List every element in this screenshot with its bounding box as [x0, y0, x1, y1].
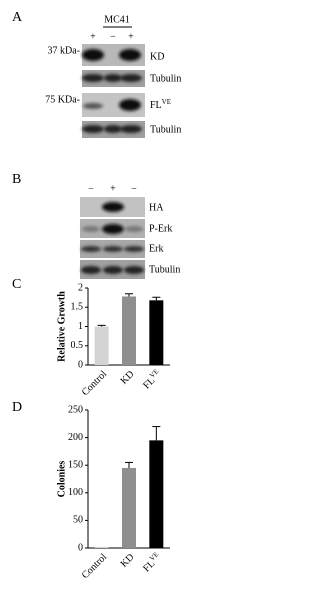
y-tick-label: 0.5: [71, 340, 84, 351]
panel-label: D: [12, 400, 22, 415]
marker: 75 KDa-: [45, 94, 80, 105]
panel-label: B: [12, 172, 21, 187]
y-tick-label: 0: [78, 542, 83, 553]
row-label: Tubulin: [149, 264, 180, 275]
cell-line: MC41: [104, 14, 130, 25]
lane-sign: +: [110, 183, 116, 194]
category: Control: [80, 552, 110, 582]
lane-sign: +: [90, 31, 96, 42]
panel-label: C: [12, 277, 21, 292]
bar: [122, 296, 136, 365]
error-bar: [97, 324, 106, 327]
x-tick-label: Control: [80, 552, 110, 582]
bar: [149, 440, 164, 548]
y-tick-label: 150: [68, 459, 83, 470]
error-bar: [152, 426, 161, 441]
panel-label: A: [12, 10, 23, 25]
error-bar: [152, 296, 161, 301]
row-label: KD: [150, 51, 164, 62]
x-tick-label: Control: [80, 369, 110, 399]
error-bar: [125, 461, 133, 468]
superscript: VE: [162, 98, 171, 106]
lane-sign: −: [131, 183, 137, 194]
blot: [82, 121, 145, 138]
row-label: Erk: [149, 243, 163, 254]
row-label: Tubulin: [150, 124, 181, 135]
bar: [94, 546, 109, 548]
label: FL: [150, 100, 162, 111]
error-bar: [125, 293, 133, 297]
y-tick-label: 0: [78, 359, 83, 370]
row-label: Tubulin: [150, 73, 181, 84]
x-tick-label: KD: [119, 369, 137, 387]
category: Control: [80, 369, 110, 399]
category: FL: [141, 376, 157, 392]
x-tick-label: FLVE: [140, 367, 165, 392]
y-tick-label: 200: [68, 432, 83, 443]
y-tick-label: 250: [68, 404, 83, 415]
y-tick-label: 1.5: [71, 302, 84, 313]
lane-sign: −: [110, 31, 116, 42]
row-label: FLVE: [150, 98, 171, 112]
bar: [122, 467, 136, 548]
blot: [82, 70, 145, 87]
y-axis-label: Relative Growth: [56, 291, 67, 362]
category: FL: [141, 559, 157, 575]
x-tick-label: KD: [119, 552, 137, 570]
y-tick-label: 50: [73, 515, 83, 526]
x-tick-label: FLVE: [140, 550, 165, 575]
figure: A MC41 + − + 37 kDa- KD Tubulin 75 KDa- …: [12, 10, 181, 582]
blot: [80, 197, 145, 279]
marker: 37 kDa-: [48, 45, 81, 56]
blot: [82, 93, 145, 117]
row-label: HA: [149, 202, 164, 213]
lane-sign: +: [128, 31, 134, 42]
bar: [149, 300, 164, 365]
y-tick-label: 100: [68, 487, 83, 498]
blot: [82, 44, 145, 66]
bar: [94, 326, 109, 365]
row-label: P-Erk: [149, 223, 172, 234]
y-tick-label: 2: [78, 282, 83, 293]
y-axis-label: Colonies: [56, 461, 67, 498]
y-tick-label: 1: [78, 321, 83, 332]
category: KD: [119, 369, 137, 387]
lane-sign: −: [88, 183, 94, 194]
category: KD: [119, 552, 137, 570]
